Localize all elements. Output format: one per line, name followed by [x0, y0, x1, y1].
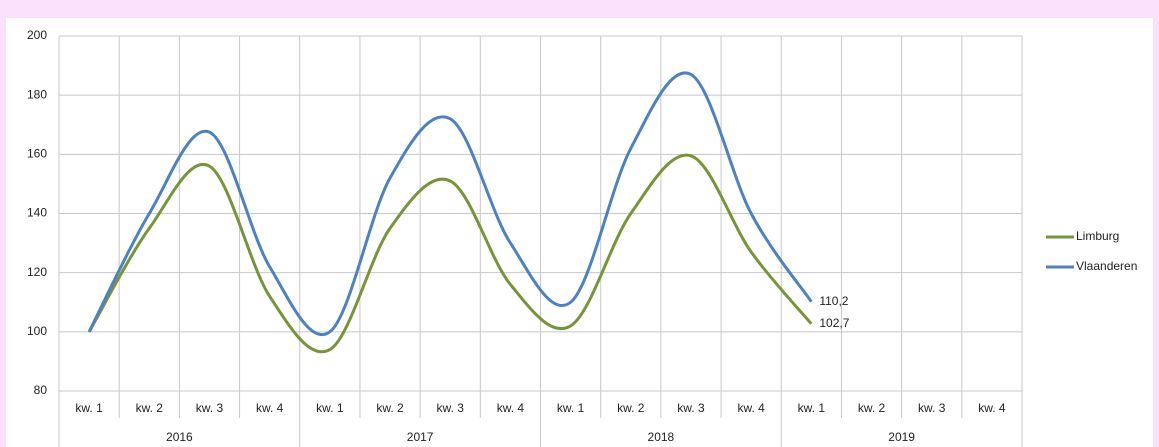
x-tick-label: kw. 4 — [737, 401, 765, 415]
x-tick-label: kw. 2 — [858, 401, 886, 415]
data-label: 102,7 — [819, 316, 849, 330]
x-tick-label: kw. 3 — [677, 401, 705, 415]
x-tick-label: kw. 1 — [557, 401, 585, 415]
y-tick-label: 100 — [27, 324, 47, 338]
x-tick-label: kw. 1 — [316, 401, 344, 415]
x-tick-label: kw. 4 — [978, 401, 1006, 415]
x-group-label: 2018 — [648, 430, 675, 444]
x-tick-label: kw. 3 — [918, 401, 946, 415]
series-line — [87, 71, 813, 336]
x-group-label: 2019 — [888, 430, 915, 444]
x-tick-label: kw. 3 — [437, 401, 465, 415]
x-tick-label: kw. 4 — [497, 401, 525, 415]
y-tick-label: 200 — [27, 28, 47, 42]
chart: 80 100 120 140 160 180 200 kw. 1 kw. 2 kw. 3 kw. 4… — [6, 18, 1153, 447]
y-tick-label: 180 — [27, 87, 47, 101]
y-tick-label: 140 — [27, 206, 47, 220]
y-tick-label: 120 — [27, 265, 47, 279]
x-tick-label: kw. 1 — [798, 401, 826, 415]
x-group-label: 2016 — [166, 430, 193, 444]
legend-label: Vlaanderen — [1076, 259, 1137, 273]
x-group-label: 2017 — [407, 430, 434, 444]
y-tick-label: 160 — [27, 147, 47, 161]
x-tick-label: kw. 2 — [617, 401, 645, 415]
legend-label: Limburg — [1076, 229, 1119, 243]
y-tick-label: 80 — [34, 383, 48, 397]
series-line — [87, 153, 813, 354]
x-tick-label: kw. 3 — [196, 401, 224, 415]
x-tick-label: kw. 4 — [256, 401, 284, 415]
x-tick-label: kw. 2 — [136, 401, 164, 415]
data-label: 110,2 — [819, 294, 848, 308]
x-tick-label: kw. 1 — [75, 401, 103, 415]
x-tick-label: kw. 2 — [376, 401, 404, 415]
